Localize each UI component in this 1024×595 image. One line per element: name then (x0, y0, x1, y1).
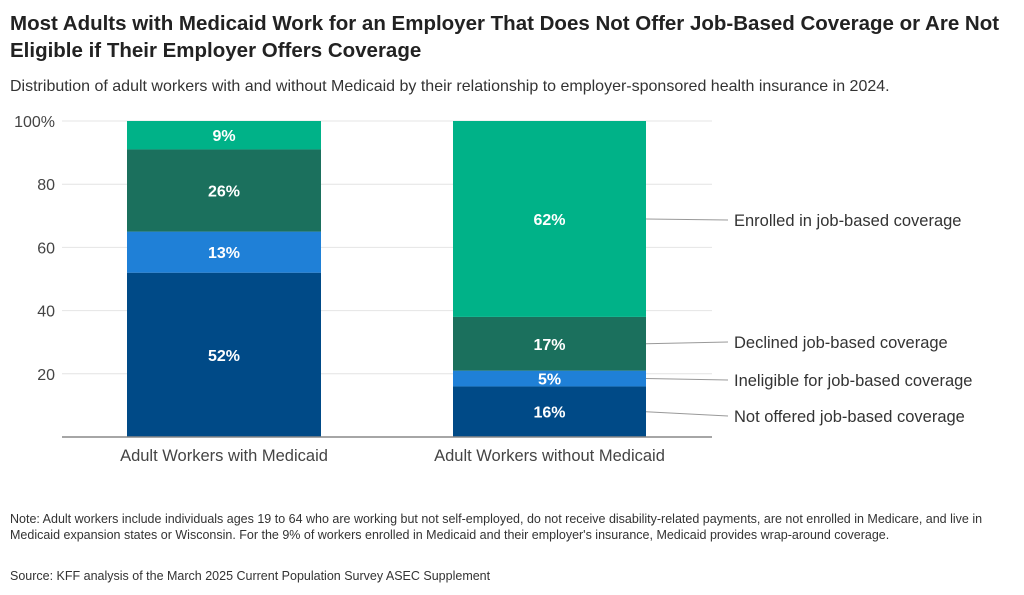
bar-segment (453, 121, 646, 317)
leader-line (645, 218, 729, 221)
y-tick-label: 60 (37, 240, 55, 257)
leader-line (645, 341, 729, 345)
chart-note: Note: Adult workers include individuals … (10, 512, 983, 542)
bar-segment (453, 386, 646, 437)
y-tick-label: 100% (14, 114, 55, 131)
data-label: 52% (208, 348, 240, 365)
data-label: 17% (533, 337, 565, 354)
bar-segment (453, 316, 646, 371)
stacked-bar-chart: 20 40 60 80 100% 52% 13% 26% 9% Adult Workers wit… (14, 114, 973, 465)
data-label: 26% (208, 184, 240, 201)
chart-title: Most Adults with Medicaid Work for an Em… (10, 12, 1000, 62)
series-label: Declined job-based coverage (734, 334, 948, 352)
data-label: 5% (538, 372, 561, 389)
series-label: Ineligible for job-based coverage (734, 372, 973, 390)
bar-segment (127, 272, 321, 437)
series-label: Not offered job-based coverage (734, 408, 965, 426)
x-tick-label: Adult Workers without Medicaid (434, 447, 665, 465)
data-label: 62% (533, 212, 565, 229)
bar-segment (453, 370, 646, 387)
bar-segment (127, 121, 321, 150)
chart-subtitle: Distribution of adult workers with and w… (10, 78, 890, 95)
leader-line (645, 378, 729, 381)
data-label: 16% (533, 405, 565, 422)
chart-source: Source: KFF analysis of the March 2025 C… (10, 569, 491, 583)
y-tick-label: 40 (37, 304, 55, 321)
data-label: 9% (212, 128, 235, 145)
leader-line (645, 411, 729, 417)
series-label: Enrolled in job-based coverage (734, 212, 961, 230)
bar-segment (127, 231, 321, 273)
y-tick-label: 80 (37, 177, 55, 194)
bar-segment (127, 149, 321, 232)
data-label: 13% (208, 245, 240, 262)
x-tick-label: Adult Workers with Medicaid (120, 447, 328, 465)
y-tick-label: 20 (37, 367, 55, 384)
